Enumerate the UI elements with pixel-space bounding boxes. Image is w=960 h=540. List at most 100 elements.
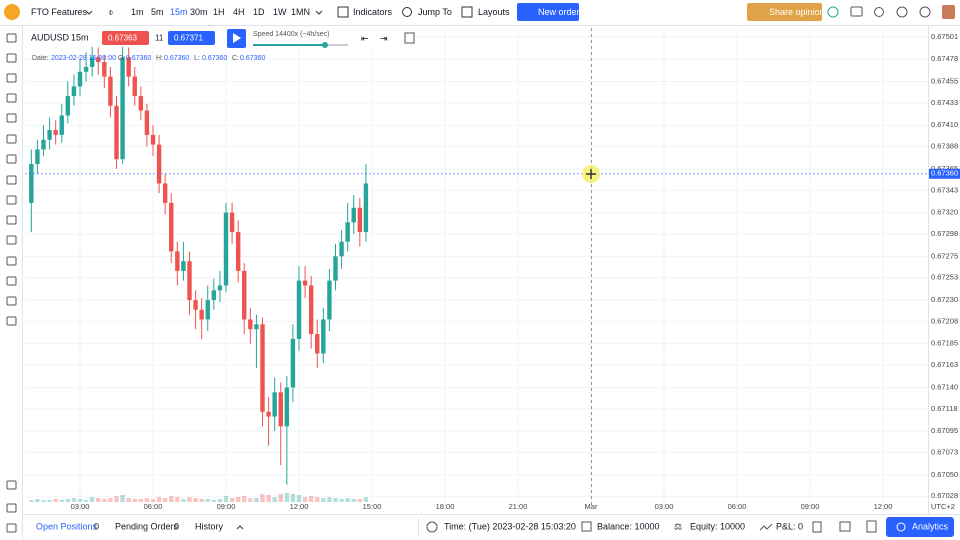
chevron[interactable] xyxy=(236,525,244,530)
share-icon[interactable] xyxy=(874,7,884,17)
candle-body xyxy=(205,300,210,320)
chevron xyxy=(315,10,323,15)
volume-bar xyxy=(260,494,265,502)
tool-icon[interactable] xyxy=(6,256,17,266)
volume-bar xyxy=(284,493,290,502)
candle-body xyxy=(351,207,356,223)
tool-icon[interactable] xyxy=(6,235,17,245)
timeframe-button[interactable]: 1m xyxy=(131,7,144,17)
camera-icon[interactable] xyxy=(850,6,863,17)
volume-bar xyxy=(296,495,302,502)
tool-icon[interactable] xyxy=(6,175,17,185)
icon[interactable] xyxy=(839,521,851,532)
new-order[interactable]: New order xyxy=(538,7,580,17)
timeframe-button[interactable]: 1H xyxy=(213,7,225,17)
y-tick-label: 0.67433 xyxy=(931,98,958,107)
timeframe[interactable]: 15m xyxy=(71,32,89,42)
equity: Equity: 10000 xyxy=(690,521,745,531)
candle-body xyxy=(175,251,180,271)
step-forward[interactable]: ⇥ xyxy=(380,33,388,43)
open-positions-tab[interactable]: Open Positions xyxy=(36,521,98,531)
candle-body xyxy=(242,270,247,320)
new-order-button[interactable] xyxy=(517,3,579,21)
tool-icon[interactable] xyxy=(6,73,17,83)
y-tick-label: 0.67073 xyxy=(931,448,958,457)
candle-body xyxy=(254,324,259,330)
volume-bar xyxy=(327,497,332,502)
chart-type[interactable]: ⌽ xyxy=(108,7,113,17)
tool-icon[interactable] xyxy=(6,33,17,43)
timeframe-button[interactable]: 1MN xyxy=(291,7,310,17)
tool-icon[interactable] xyxy=(6,276,17,286)
share-opinion[interactable]: Share opinion xyxy=(769,7,825,17)
avatar[interactable] xyxy=(942,5,955,19)
volume-bar xyxy=(272,497,277,502)
volume-bar xyxy=(278,494,283,502)
timeframe-button[interactable]: 4H xyxy=(233,7,245,17)
y-tick-label: 0.67095 xyxy=(931,426,958,435)
timeframe-button[interactable]: 15m xyxy=(170,7,188,17)
speed-thumb[interactable] xyxy=(322,42,328,48)
tool-icon[interactable] xyxy=(6,93,17,103)
volumes xyxy=(29,493,369,502)
volume-bar xyxy=(363,497,369,502)
volume-bar xyxy=(77,499,83,502)
bid[interactable]: 0.67363 xyxy=(108,34,137,43)
buy-button[interactable] xyxy=(168,31,215,45)
tool-icon[interactable] xyxy=(6,316,17,326)
volume-bar xyxy=(266,495,271,502)
open-count: 0 xyxy=(94,521,99,531)
help-icon[interactable] xyxy=(919,6,931,18)
tool-icon[interactable] xyxy=(6,195,17,205)
balance: Balance: 10000 xyxy=(597,521,660,531)
candle-body xyxy=(126,57,131,77)
volume-bar xyxy=(193,498,198,502)
volume-bar xyxy=(290,494,296,502)
volume-bar xyxy=(187,497,192,502)
cloud-icon[interactable] xyxy=(827,6,839,18)
share-button[interactable] xyxy=(747,3,822,21)
timeframe-button[interactable]: 1W xyxy=(273,7,287,17)
x-tick-label: 09:00 xyxy=(217,502,236,511)
tool-icon[interactable] xyxy=(6,215,17,225)
step-back[interactable]: ⇤ xyxy=(361,33,369,43)
timeframe-button[interactable]: 1D xyxy=(253,7,265,17)
candle-body xyxy=(193,300,198,310)
x-tick-label: 06:00 xyxy=(728,502,747,511)
timeframe-button[interactable]: 30m xyxy=(190,7,208,17)
tool-icon[interactable] xyxy=(6,134,17,144)
y-tick-label: 0.67275 xyxy=(931,251,958,260)
sell-button[interactable] xyxy=(102,31,149,45)
layouts[interactable]: Layouts xyxy=(478,7,510,17)
history-tab[interactable]: History xyxy=(195,521,224,531)
tool-icon[interactable] xyxy=(6,154,17,164)
candle-body xyxy=(223,212,229,286)
logo[interactable] xyxy=(4,4,20,20)
workspace[interactable]: FTO Features xyxy=(31,7,87,17)
axes: 0.67501 0.67478 0.67455 0.67433 0.67410 0.673… xyxy=(25,32,960,511)
y-tick-label: 0.67050 xyxy=(931,470,958,479)
icon[interactable] xyxy=(812,521,822,533)
volume-bar xyxy=(217,499,223,502)
y-tick-label: 0.67365 xyxy=(931,164,958,173)
ask[interactable]: 0.67371 xyxy=(174,34,203,43)
tool-icon[interactable] xyxy=(6,503,17,513)
tool-icon[interactable] xyxy=(6,53,17,63)
exit-icon[interactable] xyxy=(404,32,415,44)
tool-icon[interactable] xyxy=(6,480,17,490)
timeframe-button[interactable]: 5m xyxy=(151,7,164,17)
tool-icon[interactable] xyxy=(6,296,17,306)
jump-to[interactable]: Jump To xyxy=(418,7,452,17)
settings-icon[interactable] xyxy=(896,6,908,18)
symbol[interactable]: AUDUSD xyxy=(31,32,70,42)
pending-orders-tab[interactable]: Pending Orders xyxy=(115,521,179,531)
indicators[interactable]: Indicators xyxy=(353,7,393,17)
volume-bar xyxy=(223,496,229,502)
candle-body xyxy=(260,324,265,412)
volume-bar xyxy=(211,500,217,502)
icon[interactable] xyxy=(866,520,877,533)
tool-icon[interactable] xyxy=(6,523,17,533)
analytics-button[interactable] xyxy=(886,517,954,537)
analytics[interactable]: Analytics xyxy=(912,521,949,531)
tool-icon[interactable] xyxy=(6,113,17,123)
